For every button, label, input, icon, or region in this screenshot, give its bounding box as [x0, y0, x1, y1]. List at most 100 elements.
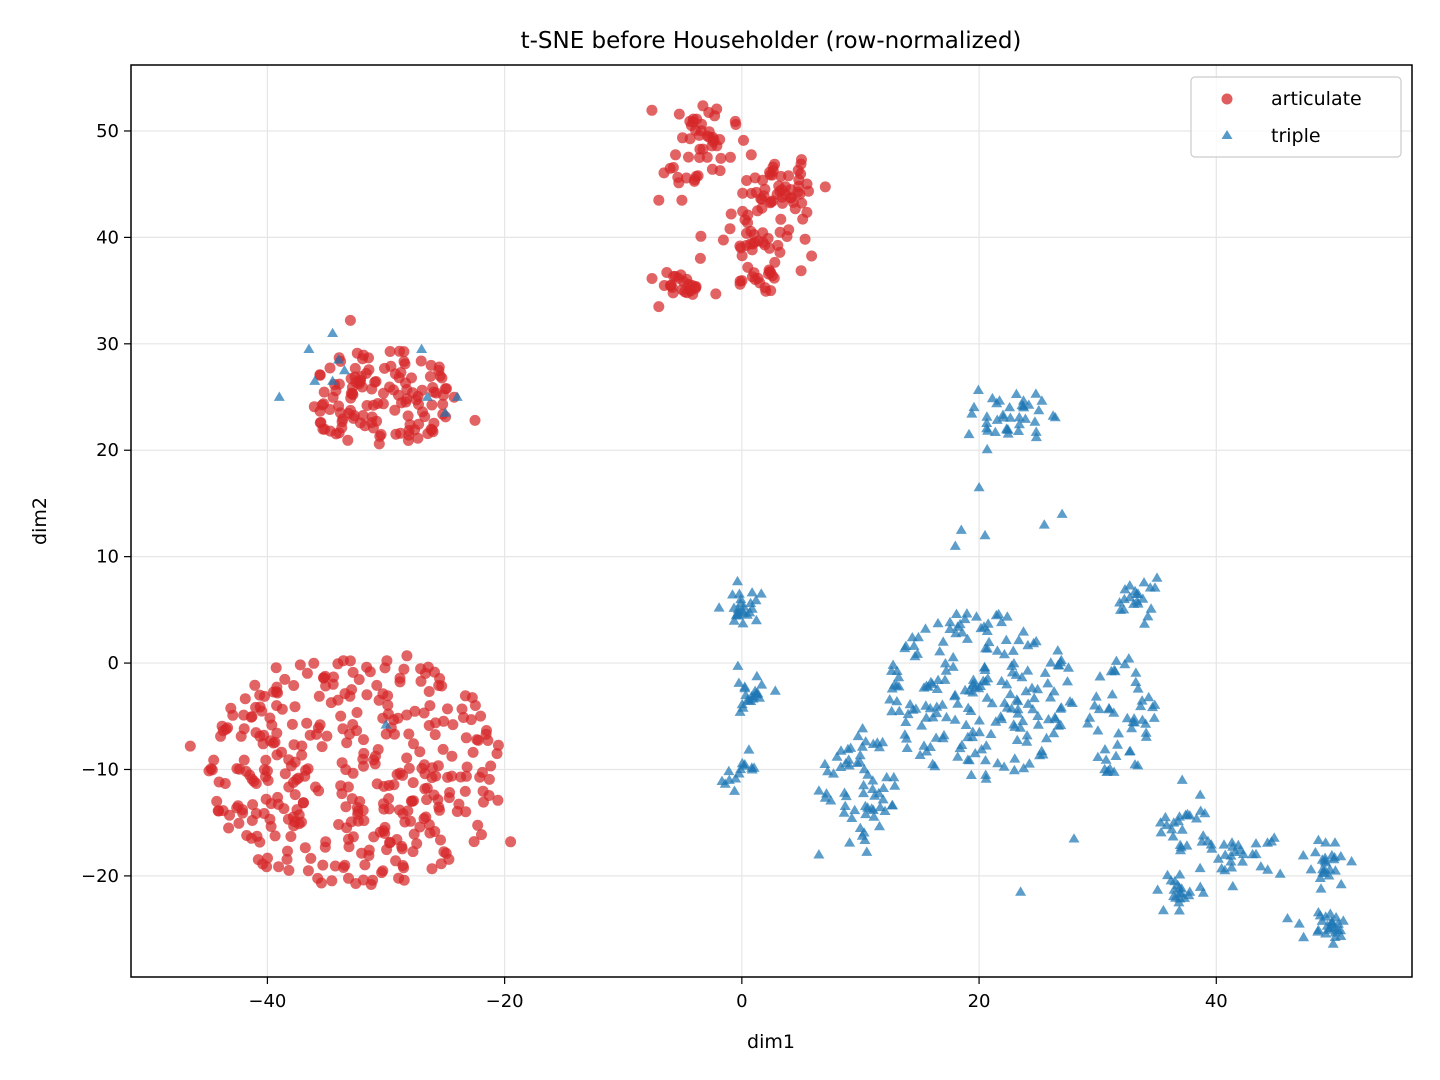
point-articulate — [363, 844, 375, 856]
point-triple — [1140, 731, 1152, 741]
point-articulate — [382, 699, 394, 711]
point-articulate — [439, 383, 451, 395]
point-triple — [1062, 676, 1073, 686]
point-triple — [1029, 416, 1041, 426]
point-triple — [1001, 611, 1013, 621]
point-articulate — [369, 758, 381, 770]
point-triple — [822, 765, 834, 776]
point-triple — [947, 661, 959, 671]
point-triple — [893, 671, 905, 682]
point-triple — [952, 751, 964, 761]
point-triple — [1118, 604, 1130, 614]
point-triple — [995, 711, 1007, 721]
point-articulate — [775, 213, 787, 225]
point-triple — [846, 812, 858, 822]
point-articulate — [707, 136, 719, 148]
point-articulate — [354, 417, 366, 429]
point-triple — [1004, 688, 1016, 699]
point-triple — [732, 606, 744, 616]
point-articulate — [715, 152, 727, 164]
point-triple — [939, 658, 951, 668]
point-triple — [1315, 883, 1327, 893]
point-articulate — [697, 100, 709, 112]
point-articulate — [769, 256, 781, 268]
point-articulate — [819, 181, 831, 193]
y-axis-title: dim2 — [29, 497, 51, 545]
point-articulate — [246, 711, 258, 723]
point-triple — [965, 769, 977, 779]
point-triple — [327, 375, 339, 385]
point-triple — [962, 754, 974, 764]
point-articulate — [276, 746, 287, 758]
point-triple — [1092, 725, 1104, 735]
point-triple — [1121, 712, 1133, 723]
point-triple — [1028, 692, 1040, 703]
point-articulate — [364, 666, 376, 678]
point-articulate — [238, 754, 250, 766]
point-articulate — [748, 267, 760, 279]
point-articulate — [217, 725, 229, 737]
point-triple — [1337, 915, 1349, 925]
point-triple — [860, 736, 872, 746]
point-triple — [1084, 712, 1096, 722]
point-triple — [952, 621, 964, 631]
point-triple — [339, 364, 350, 375]
point-articulate — [371, 679, 383, 691]
point-triple — [884, 694, 896, 704]
point-triple — [981, 692, 993, 702]
point-triple — [1001, 679, 1013, 689]
point-triple — [1036, 395, 1048, 405]
point-articulate — [384, 837, 395, 849]
point-articulate — [684, 115, 696, 127]
point-triple — [858, 827, 870, 837]
point-triple — [979, 661, 991, 672]
point-articulate — [269, 830, 281, 842]
point-triple — [751, 670, 763, 681]
point-triple — [920, 623, 931, 633]
point-articulate — [319, 841, 331, 853]
point-triple — [1135, 700, 1147, 711]
point-articulate — [673, 108, 685, 120]
point-articulate — [724, 223, 736, 235]
point-articulate — [336, 788, 348, 800]
point-triple — [1167, 831, 1179, 841]
point-triple — [1028, 637, 1040, 648]
point-triple — [1157, 904, 1169, 915]
point-articulate — [273, 861, 285, 873]
point-articulate — [349, 362, 361, 374]
point-triple — [963, 428, 975, 439]
point-triple — [938, 729, 950, 740]
point-triple — [904, 698, 916, 709]
point-articulate — [279, 768, 291, 780]
x-tick-label: 0 — [736, 991, 747, 1012]
point-triple — [939, 674, 951, 684]
point-articulate — [403, 728, 415, 740]
point-triple — [1030, 426, 1042, 436]
point-articulate — [366, 411, 378, 423]
point-triple — [1001, 702, 1013, 712]
point-articulate — [459, 785, 471, 797]
point-triple — [1021, 736, 1033, 746]
point-articulate — [302, 865, 314, 877]
point-triple — [1140, 718, 1152, 728]
point-triple — [1329, 852, 1341, 862]
point-triple — [900, 716, 912, 726]
point-articulate — [801, 178, 813, 190]
point-triple — [1055, 656, 1066, 667]
point-articulate — [408, 738, 419, 750]
point-articulate — [294, 659, 306, 671]
point-triple — [1237, 848, 1249, 859]
point-triple — [931, 683, 943, 693]
point-articulate — [393, 389, 404, 401]
point-articulate — [394, 345, 405, 357]
point-triple — [1194, 862, 1206, 873]
point-articulate — [317, 859, 329, 871]
point-triple — [1023, 399, 1035, 409]
point-triple — [874, 820, 885, 831]
point-triple — [739, 683, 751, 693]
point-triple — [1018, 626, 1029, 636]
point-articulate — [340, 801, 352, 813]
point-articulate — [401, 650, 413, 662]
point-triple — [981, 411, 993, 421]
point-articulate — [440, 847, 452, 859]
